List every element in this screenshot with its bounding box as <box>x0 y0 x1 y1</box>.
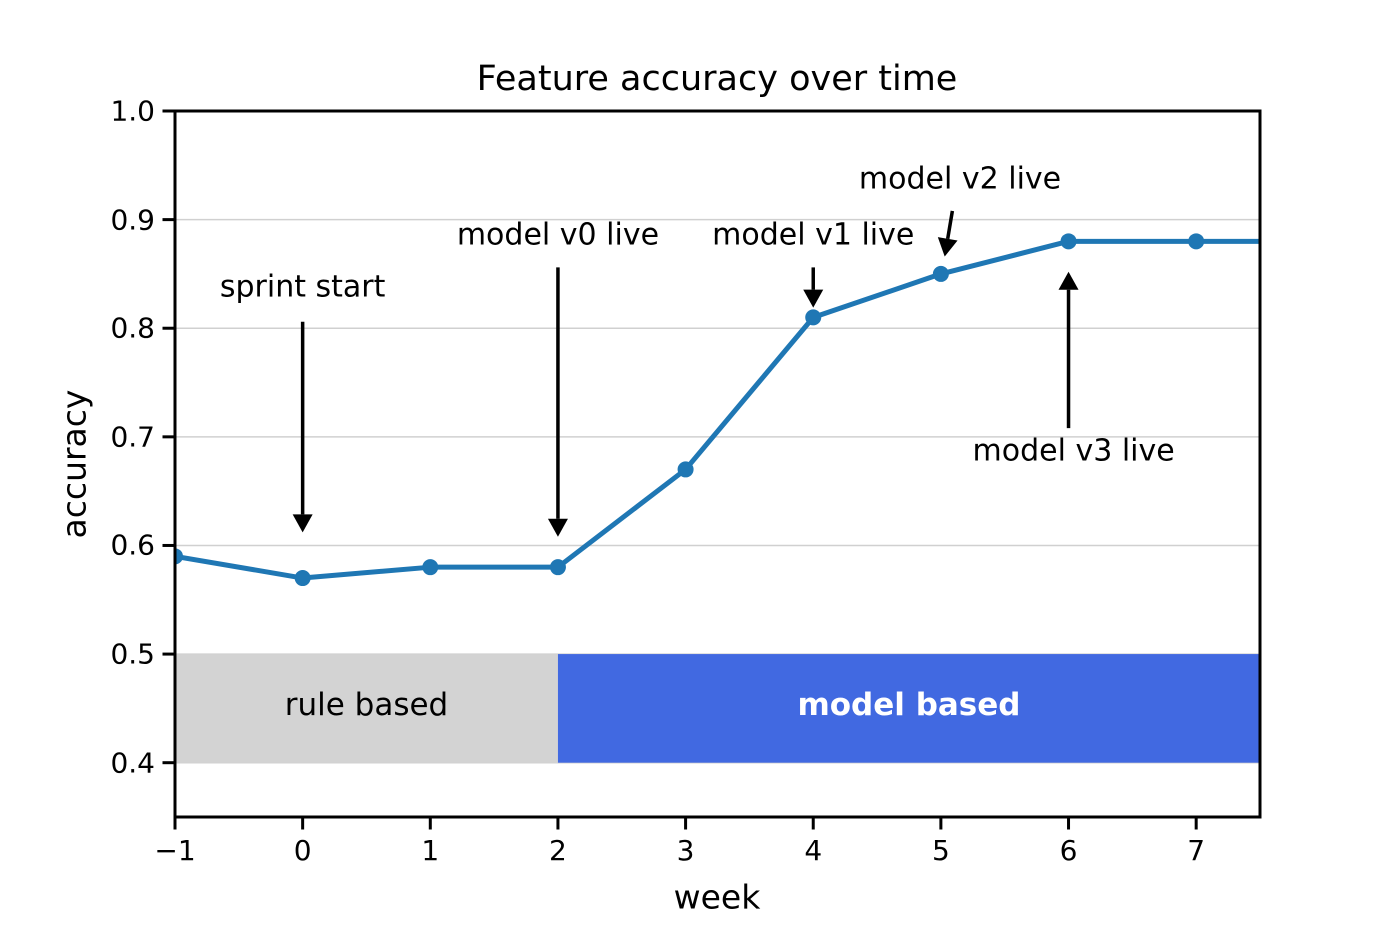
data-point-marker <box>549 559 566 576</box>
annotation-arrow-head <box>547 518 568 537</box>
x-tick-label: 4 <box>804 834 823 867</box>
y-tick-label: 0.5 <box>110 637 155 671</box>
data-point-marker <box>422 559 439 576</box>
data-point-marker <box>294 570 311 587</box>
annotation-label: model v3 live <box>972 433 1175 469</box>
y-axis-label: accuracy <box>54 389 94 539</box>
annotation-label: model v2 live <box>858 161 1062 197</box>
y-tick-label: 0.6 <box>110 528 155 562</box>
band-label: rule based <box>284 687 449 724</box>
annotation-arrow-head <box>1058 271 1079 290</box>
x-tick-label: 2 <box>549 834 567 867</box>
x-tick-label: −1 <box>154 834 196 867</box>
x-axis-label: week <box>673 877 761 917</box>
phase-band-model-based <box>557 654 1260 763</box>
data-point-marker <box>1060 233 1077 250</box>
x-tick-label: 1 <box>421 834 440 867</box>
annotation-arrow-head <box>937 237 958 257</box>
data-point-marker <box>805 309 822 326</box>
band-label: model based <box>797 687 1021 724</box>
annotation-arrow-shaft <box>945 210 955 240</box>
data-point-marker <box>932 265 949 282</box>
y-tick-label: 0.4 <box>110 746 155 780</box>
data-point-marker <box>1188 233 1205 250</box>
chart-title: Feature accuracy over time <box>476 59 958 99</box>
y-tick-label: 0.7 <box>110 420 155 454</box>
x-tick-label: 0 <box>293 834 312 867</box>
annotation-label: sprint start <box>219 269 386 305</box>
x-tick-label: 7 <box>1187 834 1206 867</box>
y-tick-label: 1.0 <box>110 94 155 128</box>
annotation-label: model v0 live <box>456 217 660 253</box>
x-tick-label: 5 <box>931 834 950 867</box>
x-tick-label: 3 <box>676 834 695 867</box>
plot-border <box>173 109 1262 819</box>
data-point-marker <box>175 548 183 565</box>
annotation-arrow-head <box>292 514 313 533</box>
x-tick-label: 6 <box>1059 834 1078 867</box>
phase-band-rule-based <box>175 654 558 763</box>
y-tick-label: 0.9 <box>110 203 155 237</box>
y-tick-label: 0.8 <box>110 311 155 345</box>
annotation-label: model v1 live <box>712 217 915 253</box>
accuracy-line <box>175 238 1260 581</box>
data-point-marker <box>677 461 694 478</box>
annotation-arrow-head <box>803 289 824 308</box>
